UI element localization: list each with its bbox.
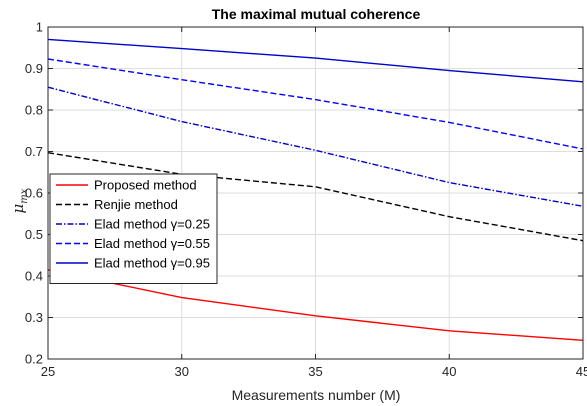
series-line-2 [47,152,584,242]
legend-entry-label: Elad method γ=0.95 [94,256,210,271]
series-line-4 [47,58,584,150]
x-tick-label: 40 [442,364,456,379]
x-tick-label: 35 [308,364,322,379]
y-tick-label: 0.6 [25,186,43,201]
y-tick-label: 0.7 [25,144,43,159]
svg-text:μmx: μmx [9,188,30,213]
axis-ticks: 25 30 35 40 45 0.2 0.3 0.4 0.5 0.6 0.7 0.8 0.9 1 [25,20,587,380]
y-tick-label: 0.3 [25,310,43,325]
y-axis-label: μmx [9,188,30,213]
y-axis-label-symbol: μ [9,204,27,214]
y-tick-label: 0.4 [25,269,43,284]
y-tick-label: 0.9 [25,61,43,76]
series-line-1 [47,269,584,341]
series-line-5 [47,38,584,83]
x-tick-label: 45 [576,364,587,379]
series-line-3 [47,86,584,207]
x-tick-label: 25 [41,364,55,379]
chart-title: The maximal mutual coherence [212,6,421,22]
legend-box [49,173,218,284]
y-axis-label-subscript: mx [19,188,30,203]
legend-entry-label: Renjie method [94,197,178,212]
legend-entry-label: Proposed method [94,178,197,193]
legend-entry-label: Elad method γ=0.25 [94,217,210,232]
legend-entry-label: Elad method γ=0.55 [94,236,210,251]
y-tick-label: 1 [36,20,43,35]
y-tick-label: 0.2 [25,352,43,367]
y-tick-label: 0.5 [25,227,43,242]
x-tick-label: 30 [175,364,189,379]
series-layer [47,38,584,341]
x-axis-label: Measurements number (M) [232,387,401,403]
y-tick-label: 0.8 [25,103,43,118]
legend: Proposed method Renjie method Elad method … [49,173,218,284]
